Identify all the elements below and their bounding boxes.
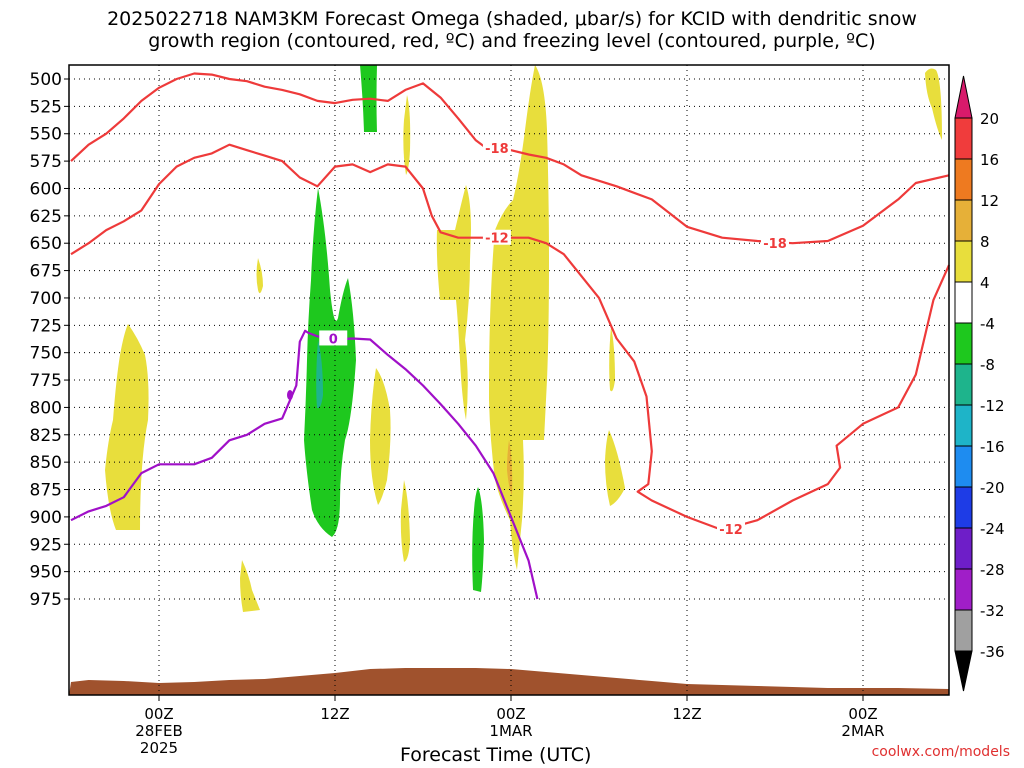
omega-region <box>370 368 391 505</box>
colorbar-segment <box>954 527 973 570</box>
y-tick-label: 775 <box>30 371 62 391</box>
y-tick-label: 825 <box>30 426 62 446</box>
colorbar-segment <box>954 199 973 242</box>
y-tick-label: 550 <box>30 125 62 145</box>
colorbar-label: -32 <box>980 602 1005 620</box>
x-tick-label: 00Z <box>848 705 877 723</box>
y-tick-label: 850 <box>30 453 62 473</box>
terrain-fill <box>69 668 949 695</box>
colorbar-segment <box>954 363 973 406</box>
y-tick-label: 800 <box>30 398 62 418</box>
contours: -18 -18 -12 -12 0 <box>70 72 951 600</box>
x-tick-label: 12Z <box>672 705 701 723</box>
omega-region <box>436 185 471 420</box>
x-tick-label: 2025 <box>140 739 178 757</box>
x-tick-label: 00Z <box>496 705 525 723</box>
colorbar-label: 4 <box>980 274 990 292</box>
contour-label: -12 <box>485 232 509 247</box>
contour-line <box>70 72 950 245</box>
y-tick-label: 900 <box>30 508 62 528</box>
colorbar-label: -16 <box>980 438 1005 456</box>
colorbar-segment <box>954 240 973 283</box>
colorbar-label: 12 <box>980 192 999 210</box>
chart-title: 2025022718 NAM3KM Forecast Omega (shaded… <box>0 8 1024 52</box>
colorbar-label: -4 <box>980 315 995 333</box>
plot-frame <box>68 64 950 696</box>
omega-region <box>925 68 942 140</box>
contour-label-bg <box>319 330 348 346</box>
contour-label: -18 <box>485 142 509 157</box>
y-tick-label: 750 <box>30 344 62 364</box>
title-line-2: growth region (contoured, red, ºC) and f… <box>148 30 876 52</box>
omega-region <box>472 487 484 592</box>
colorbar-arrow-top <box>954 75 973 119</box>
title-line-1: 2025022718 NAM3KM Forecast Omega (shaded… <box>107 8 917 30</box>
contour-label-bg <box>761 235 789 251</box>
colorbar-segment <box>954 568 973 611</box>
colorbar-segment <box>954 117 973 160</box>
x-tick-label: 28FEB <box>135 722 182 740</box>
colorbar-segment <box>954 445 973 488</box>
omega-region <box>507 440 513 495</box>
y-tick-label: 700 <box>30 289 62 309</box>
colorbar-label: -24 <box>980 520 1005 538</box>
x-tick-label: 1MAR <box>489 722 532 740</box>
omega-region <box>609 327 615 392</box>
colorbar-label: -12 <box>980 397 1005 415</box>
colorbar-segment <box>954 486 973 529</box>
colorbar-arrow-bottom <box>954 650 973 692</box>
y-tick-label: 975 <box>30 590 62 610</box>
colorbar-label: -36 <box>980 643 1005 661</box>
credit-link[interactable]: coolwx.com/models <box>871 744 1010 760</box>
colorbar-segment <box>954 404 973 447</box>
omega-region <box>256 258 263 294</box>
omega-shading <box>105 65 942 612</box>
x-tick-label: 12Z <box>320 705 349 723</box>
colorbar-segment <box>954 158 973 201</box>
omega-region <box>400 480 410 562</box>
y-tick-label: 875 <box>30 481 62 501</box>
omega-region <box>489 65 549 570</box>
y-tick-label: 500 <box>30 70 62 90</box>
contour-label: -18 <box>763 237 787 252</box>
y-tick-label: 725 <box>30 316 62 336</box>
x-axis-title: Forecast Time (UTC) <box>400 744 592 766</box>
omega-region <box>316 340 323 409</box>
y-tick-label: 525 <box>30 97 62 117</box>
colorbar-label: -8 <box>980 356 995 374</box>
colorbar-segment <box>954 322 973 365</box>
colorbar-label: -28 <box>980 561 1005 579</box>
omega-region <box>240 560 260 612</box>
colorbar-label: 16 <box>980 151 999 169</box>
colorbar-label: -20 <box>980 479 1005 497</box>
contour-label-bg <box>482 229 511 245</box>
y-tick-label: 950 <box>30 563 62 583</box>
y-tick-label: 925 <box>30 535 62 555</box>
colorbar-label: 20 <box>980 110 999 128</box>
colorbar: 20 16 12 8 4 -4 -8 -12 -16 -20 -24 -28 -32 -36 <box>954 75 1005 692</box>
x-tick-label: 2MAR <box>841 722 884 740</box>
omega-region <box>403 95 411 175</box>
y-axis: 500 525 550 575 600 625 650 675 700 725 750 775 800 8… <box>30 70 69 610</box>
y-tick-label: 600 <box>30 179 62 199</box>
contour-label: -12 <box>719 523 743 538</box>
contour-line <box>70 329 539 600</box>
y-tick-label: 625 <box>30 207 62 227</box>
colorbar-label: 8 <box>980 233 990 251</box>
contour-label: 0 <box>329 332 338 347</box>
colorbar-segment <box>954 609 973 652</box>
contour-label-bg <box>482 139 511 155</box>
omega-region <box>605 430 625 506</box>
y-tick-label: 575 <box>30 152 62 172</box>
omega-region <box>304 188 356 537</box>
omega-region <box>105 324 149 530</box>
x-tick-label: 00Z <box>144 705 173 723</box>
contour-label-bg <box>717 520 745 536</box>
y-tick-label: 650 <box>30 234 62 254</box>
chart-grid <box>69 65 949 695</box>
colorbar-segment <box>954 281 973 324</box>
y-tick-label: 675 <box>30 262 62 282</box>
